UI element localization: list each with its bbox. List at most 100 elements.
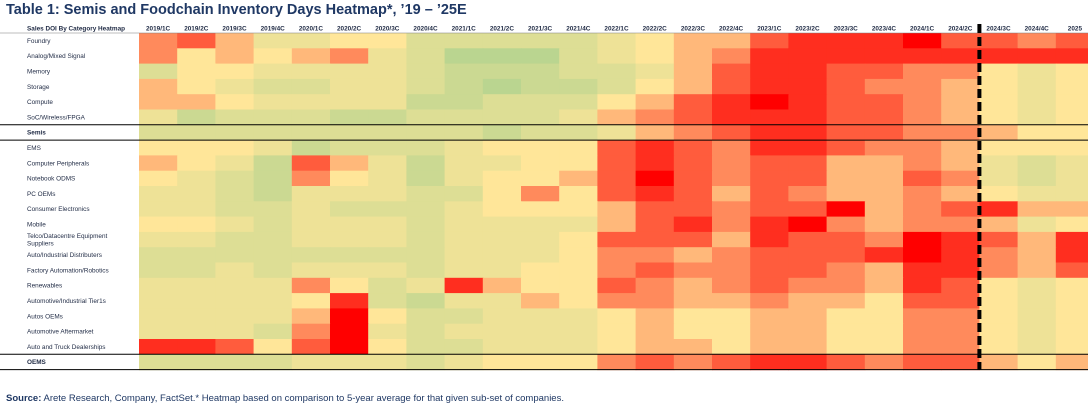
heatmap-cell bbox=[330, 293, 369, 309]
column-header: 2021/4C bbox=[566, 26, 591, 33]
heatmap-cell bbox=[521, 323, 560, 340]
heatmap-cell bbox=[941, 48, 980, 65]
heatmap-cell bbox=[253, 262, 293, 279]
heatmap-cell bbox=[750, 140, 789, 156]
heatmap-cell bbox=[253, 63, 293, 80]
heatmap-cell bbox=[712, 247, 751, 264]
heatmap-cell bbox=[215, 33, 255, 49]
heatmap-cell bbox=[521, 170, 560, 187]
row-label: Factory Automation/Robotics bbox=[27, 267, 109, 274]
heatmap-cell bbox=[597, 201, 637, 218]
heatmap-cell bbox=[788, 140, 828, 156]
heatmap-cell bbox=[788, 216, 828, 233]
heatmap-cell bbox=[1055, 94, 1088, 111]
heatmap-cell bbox=[788, 201, 828, 218]
heatmap-cell bbox=[177, 109, 216, 126]
heatmap-cell bbox=[177, 293, 216, 309]
heatmap-cell bbox=[482, 247, 522, 264]
heatmap-cell bbox=[750, 216, 789, 233]
row-label: Telco/Datacentre Equipment Suppliers bbox=[27, 233, 108, 247]
heatmap-cell bbox=[673, 78, 713, 95]
heatmap-cell bbox=[139, 308, 178, 325]
heatmap-cell bbox=[597, 231, 637, 248]
heatmap-cell bbox=[330, 78, 369, 95]
heatmap-cell bbox=[368, 354, 407, 371]
heatmap-cell bbox=[406, 109, 446, 126]
heatmap-cell bbox=[444, 186, 484, 202]
heatmap-cell bbox=[291, 155, 331, 172]
heatmap-cell bbox=[215, 186, 255, 202]
heatmap-cell bbox=[1055, 63, 1088, 80]
heatmap-cell bbox=[635, 78, 675, 95]
row-label: Auto/Industrial Distributers bbox=[27, 252, 102, 259]
heatmap-cell bbox=[559, 170, 598, 187]
heatmap-cell bbox=[864, 186, 904, 202]
heatmap-cell bbox=[941, 124, 980, 141]
heatmap-cell bbox=[635, 33, 675, 49]
heatmap-cell bbox=[406, 247, 446, 264]
heatmap-cell bbox=[444, 124, 484, 141]
heatmap-cell bbox=[330, 277, 369, 294]
heatmap-cell bbox=[979, 186, 1019, 202]
heatmap-cell bbox=[368, 186, 407, 202]
heatmap-cell bbox=[826, 33, 866, 49]
heatmap-cell bbox=[712, 94, 751, 111]
header-band bbox=[0, 24, 1088, 33]
heatmap-cell bbox=[406, 140, 446, 156]
heatmap-cell bbox=[788, 63, 828, 80]
heatmap-cell bbox=[139, 262, 178, 279]
heatmap-cell bbox=[139, 155, 178, 172]
heatmap-cell bbox=[826, 308, 866, 325]
heatmap-cell bbox=[406, 170, 446, 187]
heatmap-cell bbox=[406, 293, 446, 309]
heatmap-cell bbox=[864, 277, 904, 294]
heatmap-cell bbox=[291, 339, 331, 355]
heatmap-cell bbox=[139, 323, 178, 340]
heatmap-cell bbox=[368, 293, 407, 309]
heatmap-cell bbox=[177, 277, 216, 294]
heatmap-cell bbox=[215, 293, 255, 309]
heatmap-cell bbox=[559, 293, 598, 309]
heatmap-cell bbox=[750, 201, 789, 218]
heatmap-cell bbox=[864, 124, 904, 141]
heatmap-cell bbox=[368, 308, 407, 325]
heatmap-cell bbox=[482, 63, 522, 80]
row-label: Semis bbox=[27, 130, 46, 137]
heatmap-cell bbox=[712, 186, 751, 202]
heatmap-cell bbox=[291, 231, 331, 248]
row-label: EMS bbox=[27, 145, 41, 152]
heatmap-cell bbox=[826, 354, 866, 371]
heatmap-cell bbox=[826, 247, 866, 264]
heatmap-cell bbox=[1017, 155, 1057, 172]
heatmap-cell bbox=[139, 94, 178, 111]
heatmap-cell bbox=[1055, 262, 1088, 279]
heatmap-cell bbox=[864, 33, 904, 49]
row-label: Renewables bbox=[27, 283, 62, 290]
heatmap-cell bbox=[291, 323, 331, 340]
heatmap-cell bbox=[788, 231, 828, 248]
heatmap-cell bbox=[444, 216, 484, 233]
heatmap-cell bbox=[864, 308, 904, 325]
heatmap-cell bbox=[521, 109, 560, 126]
heatmap-cell bbox=[979, 94, 1019, 111]
heatmap-cell bbox=[979, 262, 1019, 279]
heatmap-cell bbox=[559, 354, 598, 371]
row-label: Automotive Aftermarket bbox=[27, 329, 94, 336]
heatmap-cell bbox=[673, 94, 713, 111]
heatmap-cell bbox=[788, 109, 828, 126]
heatmap-cell bbox=[903, 293, 942, 309]
heatmap-cell bbox=[864, 262, 904, 279]
heatmap-cell bbox=[406, 155, 446, 172]
heatmap-cell bbox=[979, 140, 1019, 156]
heatmap-cell bbox=[903, 323, 942, 340]
heatmap-cell bbox=[368, 63, 407, 80]
heatmap-cell bbox=[903, 201, 942, 218]
heatmap-cell bbox=[864, 216, 904, 233]
heatmap-cell bbox=[215, 109, 255, 126]
heatmap-cell bbox=[941, 277, 980, 294]
heatmap-cell bbox=[253, 140, 293, 156]
heatmap-cell bbox=[864, 201, 904, 218]
heatmap-cell bbox=[635, 216, 675, 233]
heatmap-cell bbox=[864, 109, 904, 126]
heatmap-cell bbox=[215, 262, 255, 279]
